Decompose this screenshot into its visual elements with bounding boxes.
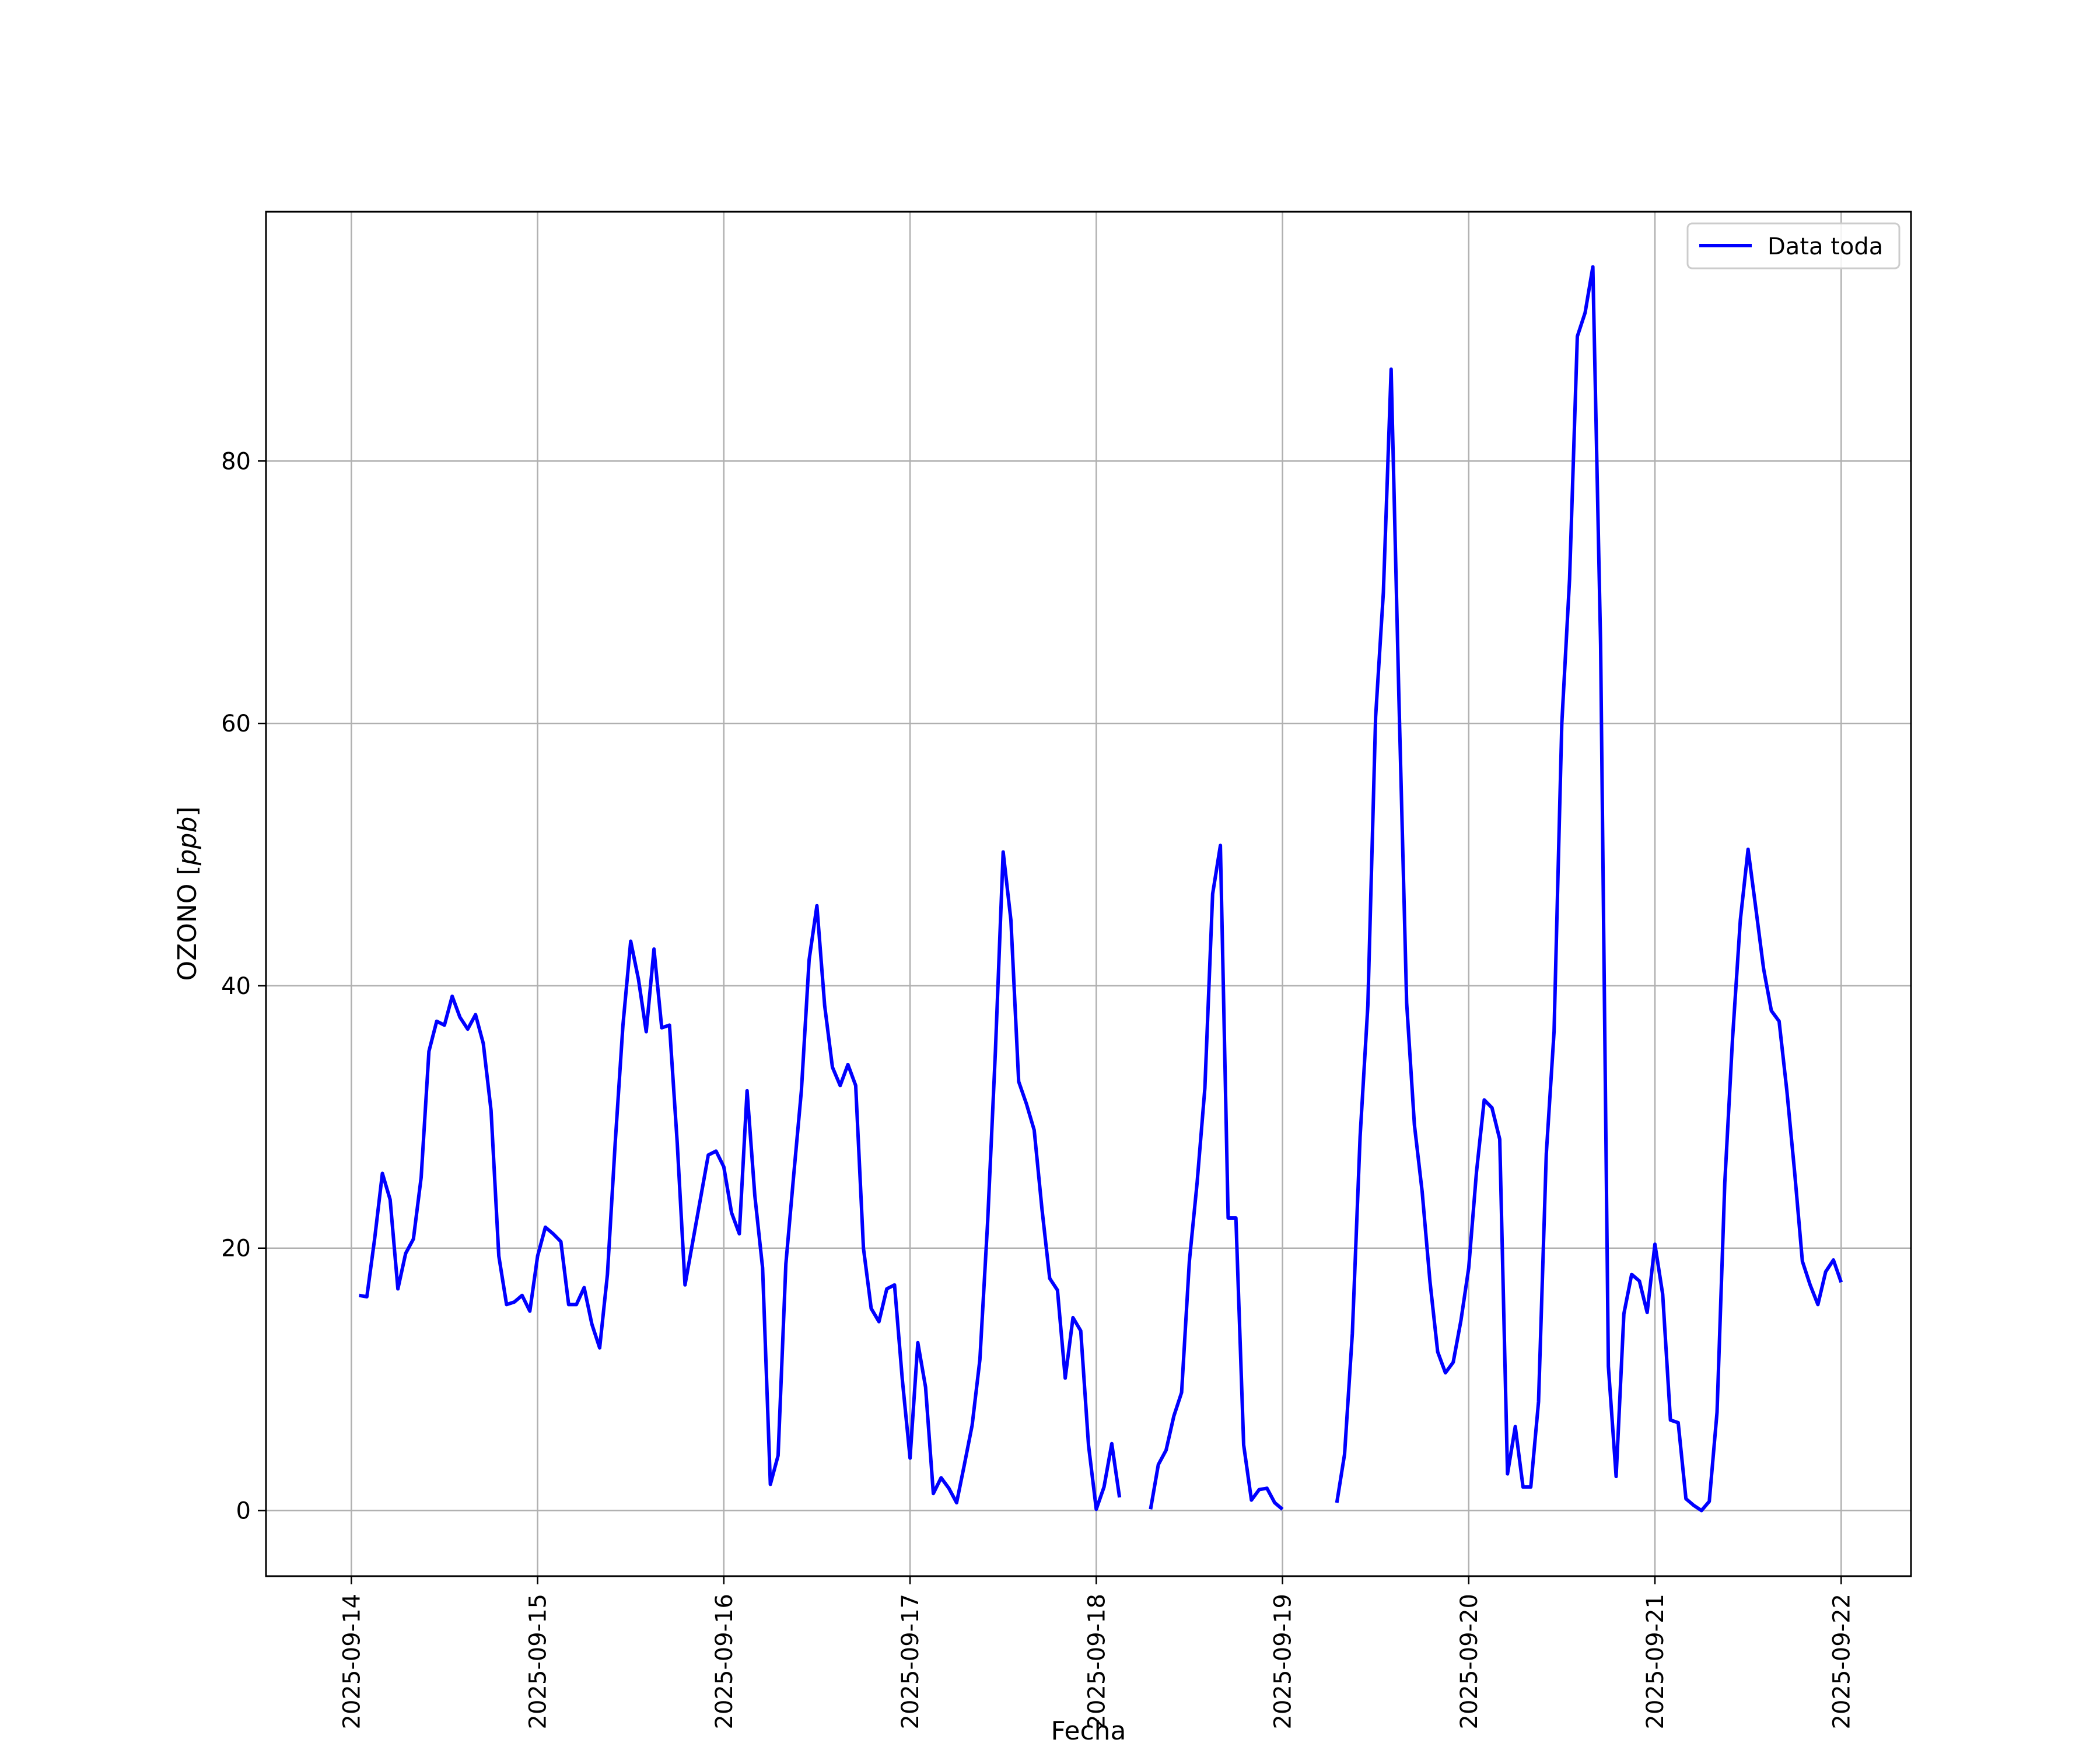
y-axis-label-suffix: ] [173,806,202,816]
series-line-segment [359,850,1122,1511]
y-axis-label-prefix: OZONO [ [173,865,202,981]
axis-ticks: 0 20 40 60 80 2025-09-14 2025-09-15 2025-09-16 2… [221,448,1855,1729]
y-tick-label: 20 [221,1236,251,1262]
series-line-segment [1335,265,1843,1513]
x-axis-label: Fecha [1051,1716,1126,1746]
x-tick-label: 2025-09-14 [338,1594,365,1729]
y-tick-label: 40 [221,973,251,1000]
x-tick-label: 2025-09-21 [1642,1594,1669,1729]
x-tick-label: 2025-09-20 [1456,1594,1483,1729]
plot-frame [265,211,1912,1577]
x-tick-label: 2025-09-18 [1083,1594,1110,1729]
x-tick-label: 2025-09-22 [1828,1594,1855,1729]
x-tick-label: 2025-09-16 [711,1594,738,1729]
legend-box [1686,222,1901,270]
legend-label-data-toda: Data toda [1768,233,1883,260]
y-tick-label: 80 [221,448,251,475]
y-axis-label-unit: ppb [173,817,202,866]
series-lines [359,265,1843,1513]
y-tick-label: 0 [236,1498,251,1525]
legend: Data toda [1686,222,1901,270]
grid-lines [266,212,1911,1576]
series-line-segment [1149,844,1284,1511]
y-tick-label: 60 [221,710,251,737]
x-tick-label: 2025-09-17 [897,1594,924,1729]
x-tick-label: 2025-09-15 [525,1594,552,1729]
x-tick-label: 2025-09-19 [1270,1594,1297,1729]
y-axis-label: OZONO [ppb] [173,806,202,981]
